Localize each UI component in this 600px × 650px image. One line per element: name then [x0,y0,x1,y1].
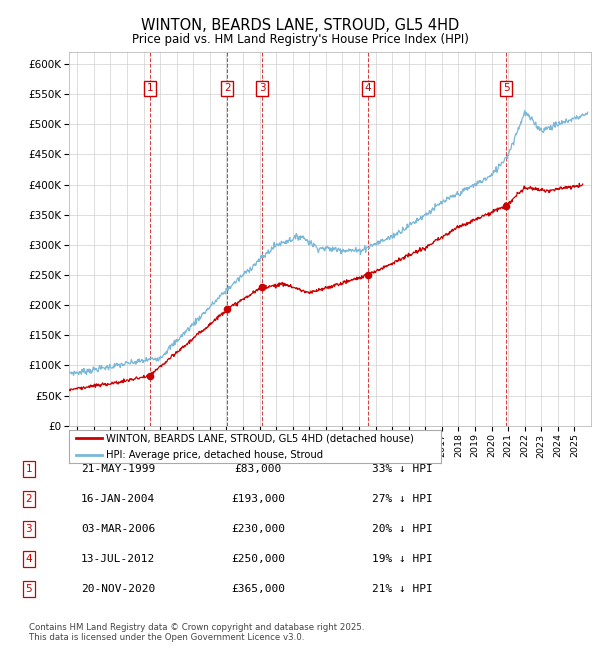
Text: 13-JUL-2012: 13-JUL-2012 [81,554,155,564]
Text: Price paid vs. HM Land Registry's House Price Index (HPI): Price paid vs. HM Land Registry's House … [131,32,469,46]
Text: Contains HM Land Registry data © Crown copyright and database right 2025.
This d: Contains HM Land Registry data © Crown c… [29,623,364,642]
Text: 21% ↓ HPI: 21% ↓ HPI [372,584,433,594]
Text: 3: 3 [259,83,266,93]
Text: £250,000: £250,000 [231,554,285,564]
Text: £83,000: £83,000 [235,464,281,474]
Text: 5: 5 [503,83,509,93]
Text: £365,000: £365,000 [231,584,285,594]
Text: 03-MAR-2006: 03-MAR-2006 [81,524,155,534]
Text: WINTON, BEARDS LANE, STROUD, GL5 4HD: WINTON, BEARDS LANE, STROUD, GL5 4HD [141,18,459,33]
Text: WINTON, BEARDS LANE, STROUD, GL5 4HD (detached house): WINTON, BEARDS LANE, STROUD, GL5 4HD (de… [106,433,414,443]
Text: £230,000: £230,000 [231,524,285,534]
Text: 20% ↓ HPI: 20% ↓ HPI [372,524,433,534]
Text: 1: 1 [146,83,153,93]
Text: 20-NOV-2020: 20-NOV-2020 [81,584,155,594]
Text: 3: 3 [25,524,32,534]
Text: 27% ↓ HPI: 27% ↓ HPI [372,494,433,504]
Text: 5: 5 [25,584,32,594]
Text: 19% ↓ HPI: 19% ↓ HPI [372,554,433,564]
Text: 2: 2 [25,494,32,504]
Text: 16-JAN-2004: 16-JAN-2004 [81,494,155,504]
Text: 1: 1 [25,464,32,474]
Text: 4: 4 [25,554,32,564]
Text: 33% ↓ HPI: 33% ↓ HPI [372,464,433,474]
Text: 2: 2 [224,83,230,93]
Text: 4: 4 [365,83,371,93]
Text: HPI: Average price, detached house, Stroud: HPI: Average price, detached house, Stro… [106,450,323,460]
Text: £193,000: £193,000 [231,494,285,504]
Text: 21-MAY-1999: 21-MAY-1999 [81,464,155,474]
